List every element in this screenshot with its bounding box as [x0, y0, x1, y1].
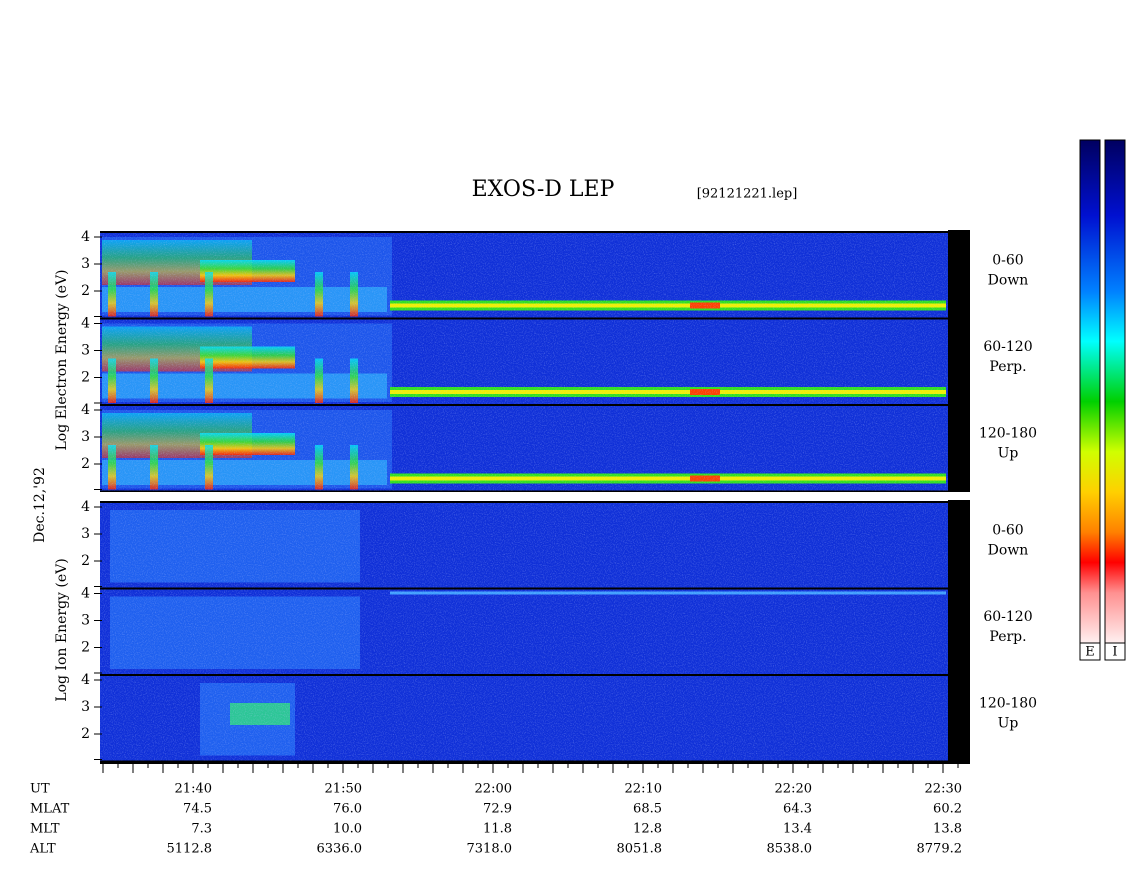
colorbar: [1104, 139, 1126, 644]
no-data-strip: [948, 230, 970, 492]
y-tick-label: 3: [81, 256, 90, 272]
spectrogram-panel: 4 3 2 0-60 Down: [81, 499, 1028, 589]
y-tick-label: 2: [81, 726, 90, 742]
colorbar-label-box: [1104, 642, 1126, 661]
row-value: 60.2: [933, 802, 962, 817]
block-gap: [100, 492, 970, 500]
y-tick-label: 4: [81, 499, 90, 515]
row-value: 21:50: [325, 782, 362, 797]
y-tick-label: 4: [81, 402, 90, 418]
spectrogram-panel: 4 3 2 60-120 Perp.: [81, 316, 1033, 405]
row-value: 76.0: [333, 802, 362, 817]
y-tick-label: 2: [81, 456, 90, 472]
panel-direction: Up: [998, 715, 1019, 731]
y-tick-label: 2: [81, 553, 90, 569]
row-value: 8051.8: [617, 842, 663, 857]
spectrogram-panel: 4 3 2 60-120 Perp.: [81, 586, 1033, 675]
panel-range: 60-120: [983, 339, 1032, 355]
row-value: 21:40: [175, 782, 212, 797]
y-tick-label: 3: [81, 613, 90, 629]
row-value: 72.9: [483, 802, 512, 817]
noise: [100, 318, 948, 405]
y-tick-label: 4: [81, 316, 90, 332]
row-value: 7318.0: [467, 842, 513, 857]
row-value: 74.5: [183, 802, 212, 817]
panel-direction: Perp.: [989, 629, 1026, 645]
panel-range: 120-180: [979, 425, 1037, 441]
panel-range: 0-60: [992, 252, 1023, 268]
row-value: 6336.0: [317, 842, 363, 857]
row-value: 22:30: [925, 782, 962, 797]
row-name: UT: [30, 782, 50, 797]
panel-direction: Perp.: [989, 359, 1026, 375]
panel-range: 120-180: [979, 695, 1037, 711]
panel-range: 0-60: [992, 522, 1023, 538]
noise: [100, 502, 948, 589]
colorbar-label: I: [1112, 645, 1117, 660]
row-value: 22:10: [625, 782, 662, 797]
y-tick-label: 2: [81, 283, 90, 299]
spectrogram-panel: 4 3 2 0-60 Down: [81, 229, 1028, 319]
row-value: 12.8: [633, 822, 662, 837]
y-tick-label: 4: [81, 229, 90, 245]
y-tick-label: 3: [81, 429, 90, 445]
noise: [100, 232, 948, 319]
y-tick-label: 3: [81, 526, 90, 542]
spectrogram-panel: 4 3 2 120-180 Up: [81, 672, 1037, 762]
y-tick-label: 3: [81, 699, 90, 715]
colorbar-label: E: [1085, 645, 1095, 660]
panel-direction: Down: [988, 272, 1029, 288]
row-value: 64.3: [783, 802, 812, 817]
row-value: 8538.0: [767, 842, 813, 857]
noise: [100, 675, 948, 762]
row-value: 13.4: [783, 822, 812, 837]
noise: [100, 588, 948, 675]
row-value: 22:00: [475, 782, 512, 797]
row-value: 68.5: [633, 802, 662, 817]
y-tick-label: 4: [81, 672, 90, 688]
row-value: 11.8: [483, 822, 512, 837]
row-value: 10.0: [333, 822, 362, 837]
noise: [100, 405, 948, 492]
panel-direction: Up: [998, 445, 1019, 461]
file-name: [92121221.lep]: [697, 187, 798, 202]
row-name: MLT: [30, 822, 60, 837]
date-label: Dec.12,'92: [32, 467, 48, 543]
y-tick-label: 2: [81, 640, 90, 656]
y-tick-label: 4: [81, 586, 90, 602]
panel-range: 60-120: [983, 609, 1032, 625]
no-data-strip: [948, 500, 970, 762]
spectrogram-panel: 4 3 2 120-180 Up: [81, 402, 1037, 492]
row-value: 5112.8: [167, 842, 213, 857]
row-value: 8779.2: [917, 842, 963, 857]
ion-axis-label: Log Ion Energy (eV): [54, 558, 70, 701]
title: EXOS-D LEP: [472, 177, 615, 202]
y-tick-label: 3: [81, 343, 90, 359]
colorbar-label-box: [1079, 642, 1101, 661]
colorbar: [1079, 139, 1101, 644]
electron-axis-label: Log Electron Energy (eV): [54, 269, 70, 450]
row-value: 7.3: [191, 822, 212, 837]
row-value: 13.8: [933, 822, 962, 837]
panel-direction: Down: [988, 542, 1029, 558]
row-name: ALT: [29, 842, 56, 857]
row-value: 22:20: [775, 782, 812, 797]
y-tick-label: 2: [81, 370, 90, 386]
row-name: MLAT: [30, 802, 70, 817]
